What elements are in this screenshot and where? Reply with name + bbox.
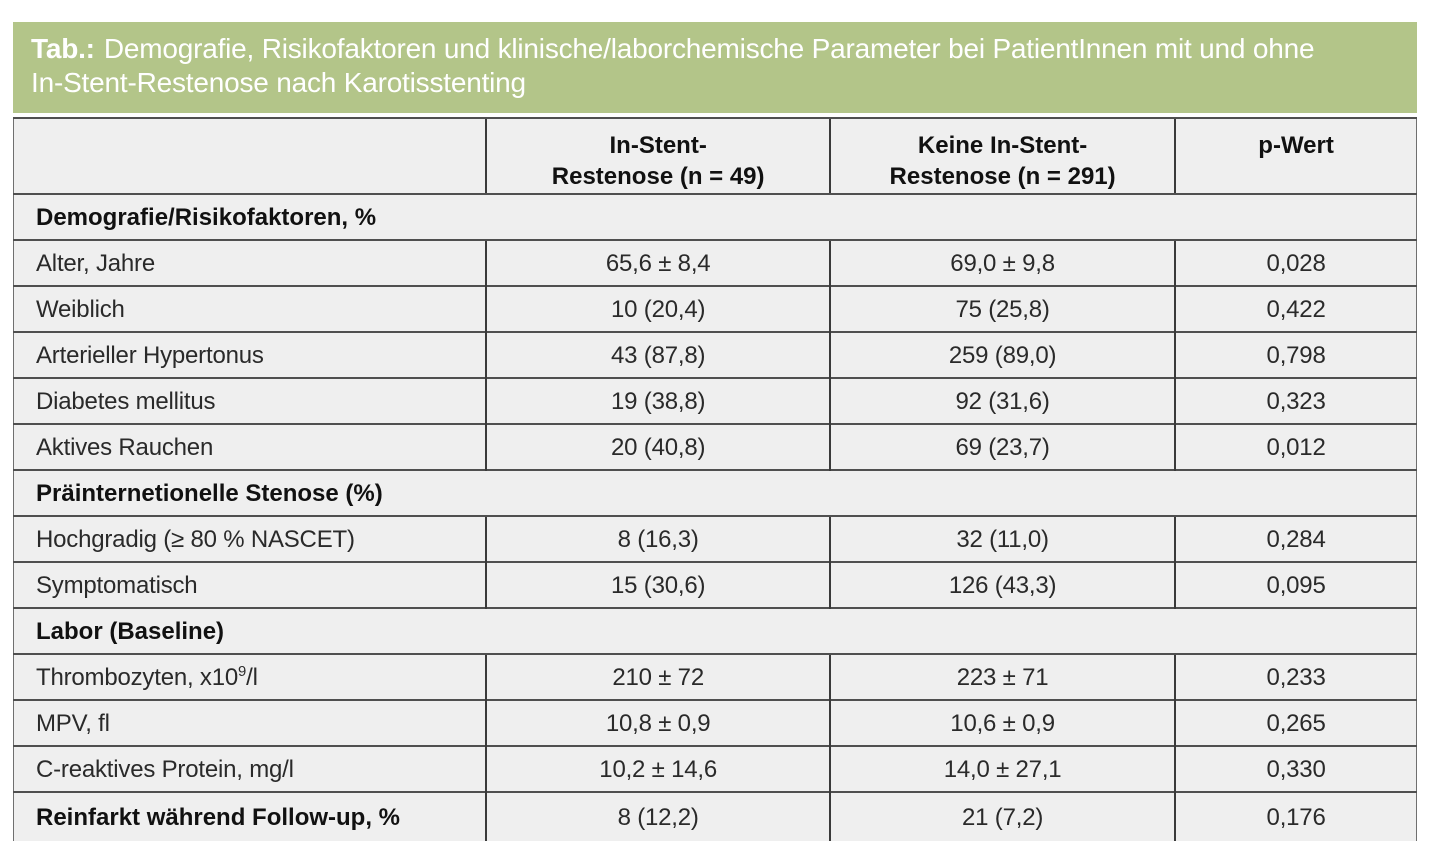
row-label: Aktives Rauchen: [13, 423, 487, 470]
cell-value: 0,095: [1174, 561, 1417, 608]
cell-value: 0,422: [1174, 285, 1417, 332]
cell-value: 8 (12,2): [485, 791, 831, 841]
data-row: Reinfarkt während Follow-up, % 8 (12,2) 21…: [13, 791, 1417, 841]
row-label: Symptomatisch: [13, 561, 487, 608]
cell-value: 0,330: [1174, 745, 1417, 792]
cell-value: 0,323: [1174, 377, 1417, 424]
row-label-part: Thrombozyten, x10: [36, 664, 239, 691]
data-row: Thrombozyten, x109/l 210 ± 72 223 ± 71 0,23…: [13, 653, 1417, 700]
data-row: C-reaktives Protein, mg/l 10,2 ± 14,6 14,0…: [13, 745, 1417, 792]
cell-value: 10,6 ± 0,9: [829, 699, 1176, 746]
cell-value: 8 (16,3): [485, 515, 831, 562]
cell-value: 92 (31,6): [829, 377, 1176, 424]
row-label: C-reaktives Protein, mg/l: [13, 745, 487, 792]
cell-value: 43 (87,8): [485, 331, 831, 378]
section-row: Präinternetionelle Stenose (%): [13, 469, 1417, 516]
data-row: Hochgradig (≥ 80 % NASCET) 8 (16,3) 32 (11…: [13, 515, 1417, 562]
cell-value: 259 (89,0): [829, 331, 1176, 378]
column-header-p-wert: p-Wert: [1174, 117, 1417, 195]
cell-value: 14,0 ± 27,1: [829, 745, 1176, 792]
data-row: Aktives Rauchen 20 (40,8) 69 (23,7) 0,012: [13, 423, 1417, 470]
section-label: Labor (Baseline): [13, 607, 1417, 654]
cell-value: 126 (43,3): [829, 561, 1176, 608]
cell-value: 20 (40,8): [485, 423, 831, 470]
row-label: Hochgradig (≥ 80 % NASCET): [13, 515, 487, 562]
data-row: MPV, fl 10,8 ± 0,9 10,6 ± 0,9 0,265: [13, 699, 1417, 746]
section-label: Demografie/Risikofaktoren, %: [13, 194, 1417, 240]
table-title-bar: Tab.: Demografie, Risikofaktoren und klin…: [13, 22, 1417, 113]
header-row: In-Stent- Restenose (n = 49) Keine In-St…: [13, 117, 1417, 195]
cell-value: 10,2 ± 14,6: [485, 745, 831, 792]
row-label: Thrombozyten, x109/l: [13, 653, 487, 700]
row-label: MPV, fl: [13, 699, 487, 746]
cell-value: 0,265: [1174, 699, 1417, 746]
cell-value: 210 ± 72: [485, 653, 831, 700]
data-row: Alter, Jahre 65,6 ± 8,4 69,0 ± 9,8 0,028: [13, 239, 1417, 286]
cell-value: 0,798: [1174, 331, 1417, 378]
cell-value: 15 (30,6): [485, 561, 831, 608]
cell-value: 0,012: [1174, 423, 1417, 470]
cell-value: 65,6 ± 8,4: [485, 239, 831, 286]
column-header-keine-in-stent-restenose: Keine In-Stent- Restenose (n = 291): [829, 117, 1176, 195]
row-label-superscript: 9: [238, 664, 247, 680]
cell-value: 0,028: [1174, 239, 1417, 286]
row-label-part: /l: [246, 664, 258, 691]
data-row: Diabetes mellitus 19 (38,8) 92 (31,6) 0,323: [13, 377, 1417, 424]
column-header-in-stent-restenose: In-Stent- Restenose (n = 49): [485, 117, 831, 195]
row-label: Alter, Jahre: [13, 239, 487, 286]
cell-value: 69 (23,7): [829, 423, 1176, 470]
cell-value: 19 (38,8): [485, 377, 831, 424]
row-label: Weiblich: [13, 285, 487, 332]
cell-value: 0,284: [1174, 515, 1417, 562]
cell-value: 32 (11,0): [829, 515, 1176, 562]
data-row: Arterieller Hypertonus 43 (87,8) 259 (89,0…: [13, 331, 1417, 378]
data-row: Symptomatisch 15 (30,6) 126 (43,3) 0,095: [13, 561, 1417, 608]
row-label: Arterieller Hypertonus: [13, 331, 487, 378]
row-label: Reinfarkt während Follow-up, %: [13, 791, 487, 841]
cell-value: 69,0 ± 9,8: [829, 239, 1176, 286]
cell-value: 0,233: [1174, 653, 1417, 700]
table-title-text: Demografie, Risikofaktoren und klinische…: [31, 33, 1315, 98]
column-header-parameter: [13, 117, 487, 195]
table-figure: Tab.: Demografie, Risikofaktoren und klin…: [13, 22, 1417, 841]
cell-value: 10,8 ± 0,9: [485, 699, 831, 746]
section-label: Präinternetionelle Stenose (%): [13, 469, 1417, 516]
row-label: Diabetes mellitus: [13, 377, 487, 424]
cell-value: 75 (25,8): [829, 285, 1176, 332]
cell-value: 223 ± 71: [829, 653, 1176, 700]
cell-value: 10 (20,4): [485, 285, 831, 332]
table-body: Demografie/Risikofaktoren, % Alter, Jahre…: [13, 194, 1417, 841]
section-row: Labor (Baseline): [13, 607, 1417, 654]
cell-value: 21 (7,2): [829, 791, 1176, 841]
table-title-prefix: Tab.:: [31, 33, 95, 64]
cell-value: 0,176: [1174, 791, 1417, 841]
data-table: In-Stent- Restenose (n = 49) Keine In-St…: [13, 117, 1417, 841]
data-row: Weiblich 10 (20,4) 75 (25,8) 0,422: [13, 285, 1417, 332]
section-row: Demografie/Risikofaktoren, %: [13, 194, 1417, 240]
